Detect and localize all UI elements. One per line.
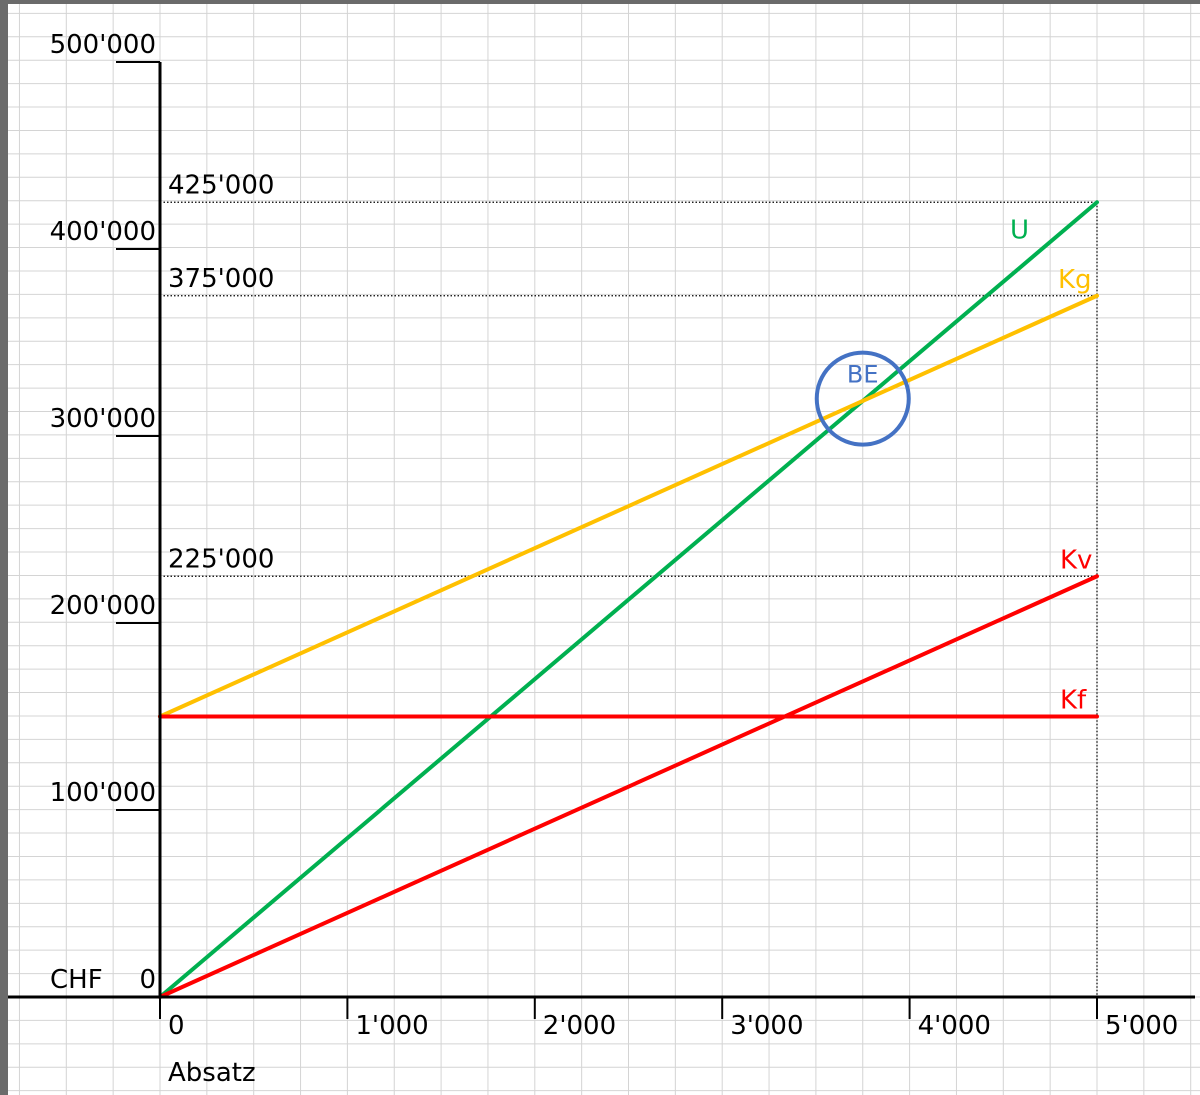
series-label-kv: Kv <box>1060 545 1092 575</box>
series-label-u: U <box>1010 215 1029 245</box>
reference-lines: 425'000 375'000 225'000 <box>160 170 1098 997</box>
reference-label: 425'000 <box>168 170 274 200</box>
top-frame <box>0 0 1200 4</box>
y-tick-label: 400'000 <box>50 217 156 247</box>
left-frame <box>0 0 8 1095</box>
series-line-kv <box>158 574 1099 999</box>
x-tick-label: 2'000 <box>543 1011 616 1041</box>
x-tick-label: 0 <box>168 1011 185 1041</box>
y-tick-label: 0 <box>139 965 156 995</box>
series-lines: U Kg Kv Kf <box>158 200 1099 999</box>
y-tick-label: 100'000 <box>50 778 156 808</box>
break-even-circle <box>814 350 911 447</box>
y-axis-label: CHF <box>50 965 103 995</box>
series-line-kg <box>158 293 1099 719</box>
reference-label: 375'000 <box>168 264 274 294</box>
series-line-u <box>158 200 1099 999</box>
break-even-label: BE <box>847 361 879 389</box>
series-label-kf: Kf <box>1060 686 1087 716</box>
y-tick-label: 200'000 <box>50 591 156 621</box>
x-tick-label: 4'000 <box>918 1011 991 1041</box>
x-tick-label: 1'000 <box>355 1011 428 1041</box>
x-tick-label: 3'000 <box>730 1011 803 1041</box>
series-label-kg: Kg <box>1058 265 1092 295</box>
y-tick-label: 300'000 <box>50 404 156 434</box>
annotations: BE <box>814 350 911 447</box>
y-tick-label: 500'000 <box>50 30 156 60</box>
x-axis-label: Absatz <box>168 1058 256 1088</box>
reference-label: 225'000 <box>168 544 274 574</box>
axes: 0 100'000 200'000 300'000 400'000 500'000 CHF 0… <box>8 30 1195 1088</box>
x-tick-label: 5'000 <box>1105 1011 1178 1041</box>
